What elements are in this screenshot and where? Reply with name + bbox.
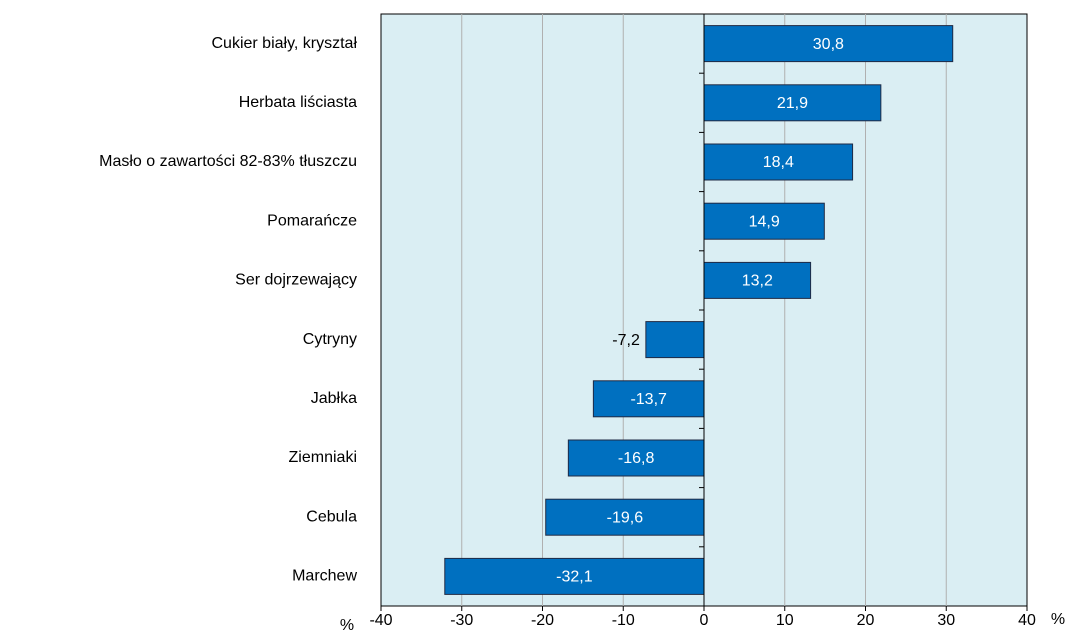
x-tick-label: 30 <box>937 612 955 629</box>
bar <box>444 557 705 595</box>
x-tick-label: 0 <box>700 612 709 629</box>
value-label: -19,6 <box>607 509 644 526</box>
y-tick-label: Cukier biały, kryształ <box>211 35 357 52</box>
y-tick-label: Masło o zawartości 82-83% tłuszczu <box>99 153 357 170</box>
y-tick-label: Cebula <box>306 508 357 525</box>
bar <box>703 25 954 63</box>
value-label: 18,4 <box>763 154 794 171</box>
value-label: -7,2 <box>612 332 640 349</box>
bar <box>703 261 812 299</box>
y-tick-label: Herbata liściasta <box>239 94 357 111</box>
x-tick-label: 10 <box>776 612 794 629</box>
bar <box>567 439 705 477</box>
bar <box>645 321 705 359</box>
value-label: -32,1 <box>556 569 593 586</box>
x-tick-label: 40 <box>1018 612 1036 629</box>
x-axis-label: % <box>1051 611 1065 628</box>
bar <box>545 498 705 536</box>
y-tick-label: Jabłka <box>311 390 357 407</box>
x-tick-label: -20 <box>531 612 554 629</box>
value-label: 21,9 <box>777 95 808 112</box>
value-label: -16,8 <box>618 450 655 467</box>
x-axis-label: % <box>340 617 354 632</box>
bar <box>703 143 854 181</box>
x-tick-label: -10 <box>612 612 635 629</box>
value-label: 14,9 <box>749 213 780 230</box>
value-label: 13,2 <box>742 273 773 290</box>
value-label: -13,7 <box>630 391 667 408</box>
value-label: 30,8 <box>813 36 844 53</box>
y-tick-label: Cytryny <box>303 331 357 348</box>
x-tick-label: 20 <box>857 612 875 629</box>
y-tick-label: Ziemniaki <box>289 449 357 466</box>
x-tick-label: -40 <box>369 612 392 629</box>
bar <box>703 202 825 240</box>
y-tick-label: Marchew <box>292 568 357 585</box>
bar <box>592 380 705 418</box>
x-tick-label: -30 <box>450 612 473 629</box>
bar <box>703 84 882 122</box>
y-tick-label: Ser dojrzewający <box>235 272 357 289</box>
y-tick-label: Pomarańcze <box>267 212 357 229</box>
